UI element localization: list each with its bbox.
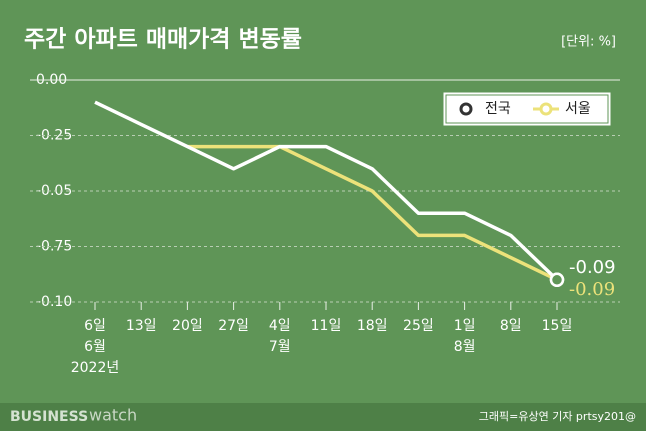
- x-tick-label: 4일: [269, 318, 291, 334]
- x-tick-label: 27일: [218, 318, 249, 334]
- x-tick-label: 15일: [542, 318, 573, 334]
- month-label: 6월: [84, 339, 106, 355]
- unit: [단위: %]: [561, 35, 616, 50]
- x-tick-label: 18일: [357, 318, 388, 334]
- legend-marker: [539, 102, 553, 116]
- x-tick-label: 20일: [172, 318, 203, 334]
- x-tick-label: 8일: [500, 318, 522, 334]
- end-marker: [549, 272, 565, 288]
- footer: [0, 403, 646, 431]
- value-label: -0.09: [569, 257, 616, 278]
- x-tick-label: 1일: [454, 318, 476, 334]
- month-label: 7월: [269, 339, 291, 355]
- legend-marker: [459, 102, 473, 116]
- logo-bold: BUSINESS: [10, 409, 88, 425]
- year-label: 2022년: [71, 360, 120, 376]
- value-label: -0.09: [569, 279, 615, 300]
- legend-label: 서울: [565, 101, 591, 117]
- credit: 그래픽=유상연 기자 prtsy201@: [479, 410, 636, 423]
- x-tick-label: 25일: [403, 318, 434, 334]
- series-line: [187, 144, 558, 282]
- logo-light: watch: [89, 406, 137, 425]
- chart-title: 주간 아파트 매매가격 변동률: [24, 27, 302, 53]
- x-tick-label: 11일: [311, 318, 342, 334]
- month-label: 8월: [454, 339, 476, 355]
- x-tick-label: 6일: [84, 318, 106, 334]
- legend-inner: [445, 94, 609, 124]
- x-tick-label: 13일: [126, 318, 157, 334]
- series-line: [94, 100, 559, 282]
- legend-label: 전국: [485, 101, 511, 117]
